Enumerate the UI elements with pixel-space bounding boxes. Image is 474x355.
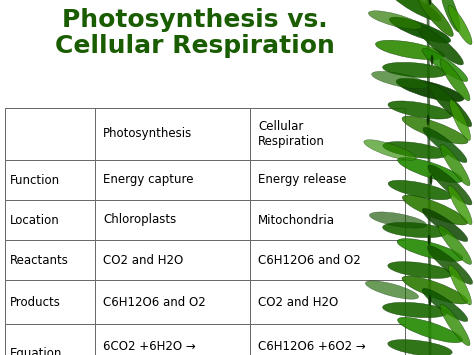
Text: C6H12O6 and O2: C6H12O6 and O2	[103, 295, 206, 308]
Text: Energy release: Energy release	[258, 174, 346, 186]
Ellipse shape	[448, 185, 472, 225]
Ellipse shape	[368, 11, 421, 29]
Ellipse shape	[365, 281, 419, 299]
Ellipse shape	[449, 99, 471, 141]
Ellipse shape	[440, 304, 470, 346]
Ellipse shape	[417, 0, 453, 37]
Text: Photosynthesis: Photosynthesis	[103, 127, 192, 141]
Text: Cellular
Respiration: Cellular Respiration	[258, 120, 325, 148]
Text: Equation: Equation	[10, 348, 63, 355]
Ellipse shape	[440, 144, 470, 186]
Ellipse shape	[383, 302, 447, 318]
Ellipse shape	[423, 127, 467, 163]
Text: Mitochondria: Mitochondria	[258, 213, 335, 226]
Text: Products: Products	[10, 295, 61, 308]
Text: C6H12O6 and O2: C6H12O6 and O2	[258, 253, 361, 267]
Text: 6CO2 +6H2O →
C6H12O6 +6O2: 6CO2 +6H2O → C6H12O6 +6O2	[103, 340, 197, 355]
Ellipse shape	[372, 71, 428, 89]
Bar	[5, 108, 405, 355]
Ellipse shape	[388, 101, 452, 119]
Ellipse shape	[402, 195, 467, 225]
Ellipse shape	[383, 222, 447, 237]
Text: Reactants: Reactants	[10, 253, 69, 267]
Ellipse shape	[388, 262, 452, 278]
Ellipse shape	[422, 208, 468, 241]
Ellipse shape	[417, 25, 464, 65]
Ellipse shape	[428, 246, 473, 284]
Ellipse shape	[398, 157, 463, 183]
Ellipse shape	[422, 49, 468, 82]
Ellipse shape	[388, 340, 452, 355]
Text: Function: Function	[10, 174, 60, 186]
Ellipse shape	[398, 317, 463, 343]
Ellipse shape	[422, 289, 468, 322]
Ellipse shape	[448, 265, 472, 305]
Ellipse shape	[431, 55, 433, 65]
Ellipse shape	[428, 165, 472, 205]
Ellipse shape	[402, 116, 468, 144]
Ellipse shape	[440, 59, 470, 101]
Text: CO2 and H2O: CO2 and H2O	[258, 295, 338, 308]
Ellipse shape	[402, 276, 468, 304]
Ellipse shape	[429, 295, 431, 305]
Ellipse shape	[427, 115, 429, 125]
Ellipse shape	[369, 212, 427, 228]
Ellipse shape	[428, 235, 430, 245]
Text: Chloroplasts: Chloroplasts	[103, 213, 176, 226]
Text: Photosynthesis vs.
Cellular Respiration: Photosynthesis vs. Cellular Respiration	[55, 8, 335, 58]
Text: C6H12O6 +6O2 →
6CO2 +6H2O: C6H12O6 +6O2 → 6CO2 +6H2O	[258, 340, 366, 355]
Ellipse shape	[383, 142, 447, 158]
Ellipse shape	[440, 0, 460, 32]
Ellipse shape	[448, 5, 472, 45]
Ellipse shape	[428, 83, 472, 127]
Ellipse shape	[375, 40, 445, 60]
Ellipse shape	[396, 78, 464, 102]
Text: Energy capture: Energy capture	[103, 174, 193, 186]
Ellipse shape	[389, 17, 451, 43]
Ellipse shape	[429, 0, 431, 5]
Ellipse shape	[397, 239, 463, 261]
Ellipse shape	[389, 0, 441, 21]
Ellipse shape	[388, 180, 452, 200]
Ellipse shape	[430, 175, 432, 185]
Ellipse shape	[364, 140, 416, 160]
Bar	[385, 0, 474, 355]
Text: CO2 and H2O: CO2 and H2O	[103, 253, 183, 267]
Ellipse shape	[383, 62, 447, 78]
Text: Location: Location	[10, 213, 60, 226]
Ellipse shape	[438, 225, 472, 264]
